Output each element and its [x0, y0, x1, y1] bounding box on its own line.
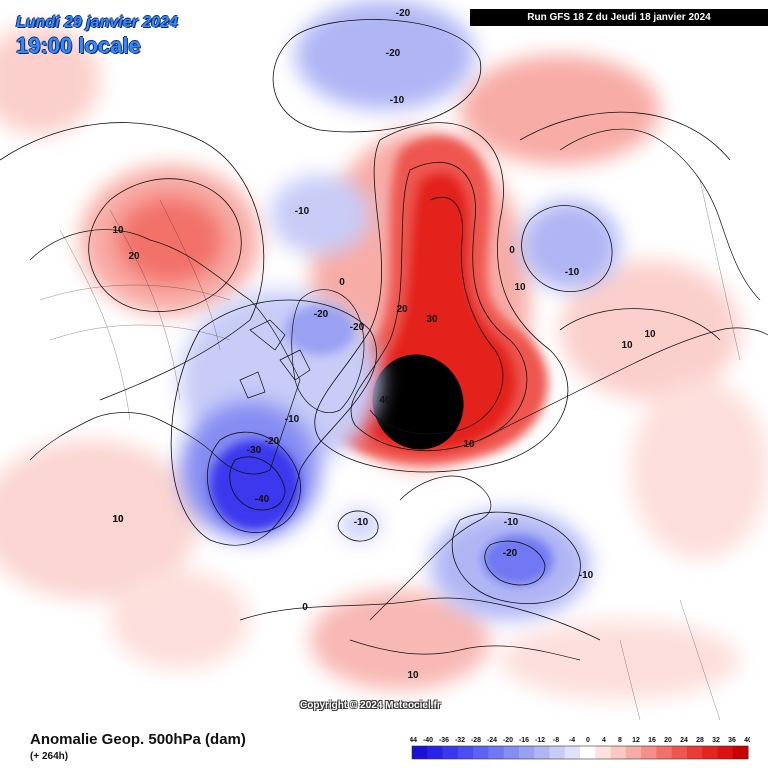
legend-swatch [457, 746, 474, 759]
greenland-coast [291, 289, 365, 413]
contour-label: -40 [255, 494, 270, 505]
legend-border [411, 745, 749, 760]
contour-label: 30 [426, 314, 438, 325]
africa-coast [349, 639, 581, 661]
contour-label: -10 [354, 517, 369, 528]
eurasia-coast [479, 327, 768, 441]
contour-label: 10 [644, 329, 656, 340]
lead-time: (+ 264h) [30, 751, 69, 762]
asia-east-coast [559, 128, 761, 301]
contour-label: -20 [350, 322, 365, 333]
product-title: Anomalie Geop. 500hPa (dam) [30, 731, 246, 748]
legend-swatch [412, 746, 428, 759]
legend-tick-label: 36 [728, 737, 736, 744]
legend-tick-label: -28 [471, 737, 481, 744]
contour-label: -20 [314, 309, 329, 320]
contour-label: -20 [503, 548, 518, 559]
contour-label: -10 [504, 517, 519, 528]
legend-tick-label: 20 [664, 737, 672, 744]
legend-swatch [564, 746, 581, 759]
contour-label: -20 [396, 8, 411, 19]
legend-swatch [625, 746, 642, 759]
contour-label: -30 [247, 445, 262, 456]
legend-swatch [702, 746, 718, 759]
contour-label: 40 [379, 395, 391, 406]
graticule [39, 179, 741, 721]
legend-swatch [442, 746, 459, 759]
legend-tick-label: -32 [455, 737, 465, 744]
legend-tick-label: -16 [519, 737, 529, 744]
legend-tick-label: -8 [553, 737, 559, 744]
legend-swatch [427, 746, 444, 759]
contour-label: -10 [390, 95, 405, 106]
strong-negative-core [210, 305, 553, 585]
coastlines [29, 128, 768, 661]
legend-tick-label: 24 [680, 737, 688, 744]
contour-label: 10 [407, 670, 419, 681]
legend-swatch [488, 746, 505, 759]
north-america-coast [29, 229, 301, 475]
legend-tick-label: -12 [535, 737, 545, 744]
contour-label: -10 [285, 414, 300, 425]
contour-label: 10 [463, 439, 475, 450]
legend-tick-label: 28 [696, 737, 704, 744]
contour-label: 20 [128, 251, 140, 262]
forecast-local-time: 19:00 locale [16, 33, 141, 58]
legend-tick-label: 12 [632, 737, 640, 744]
model-run-banner: Run GFS 18 Z du Jeudi 18 janvier 2024 [470, 9, 768, 26]
contour-label: -10 [295, 206, 310, 217]
legend-tick-label: 16 [648, 737, 656, 744]
legend-tick-label: -44 [410, 737, 417, 744]
legend-tick-label: -4 [569, 737, 575, 744]
legend-swatch [580, 746, 596, 759]
copyright-notice: Copyright © 2024 Meteociel.fr [300, 700, 441, 711]
forecast-date: Lundi 29 janvier 2024 [16, 14, 178, 31]
legend-swatch [549, 746, 566, 759]
legend-swatch [732, 746, 749, 759]
contour-label: 0 [339, 277, 345, 288]
legend-swatch [656, 746, 673, 759]
legend-swatch [518, 746, 535, 759]
contour-label: 0 [509, 245, 515, 256]
legend-tick-label: 32 [712, 737, 720, 744]
legend-tick-label: -40 [423, 737, 433, 744]
contour-label: 10 [112, 514, 124, 525]
legend-tick-label: 40 [744, 737, 750, 744]
legend-swatch [686, 746, 703, 759]
contour-label: -20 [386, 48, 401, 59]
europe-coast [369, 475, 492, 621]
legend-tick-label: -20 [503, 737, 513, 744]
legend-swatch [473, 746, 489, 759]
legend-swatch [641, 746, 657, 759]
legend-swatch [595, 746, 612, 759]
contour-label: 10 [514, 282, 526, 293]
legend-swatch [717, 746, 734, 759]
legend-tick-label: 8 [618, 737, 622, 744]
contour-label: -10 [565, 267, 580, 278]
color-scale-legend: -44-40-36-32-28-24-20-16-12-8-4048121620… [410, 737, 750, 760]
contour-lines [0, 19, 731, 641]
contour-label: 10 [621, 340, 633, 351]
legend-swatch [610, 746, 627, 759]
contour-label: 0 [302, 602, 308, 613]
legend-tick-label: 0 [586, 737, 590, 744]
contour-label: -20 [265, 436, 280, 447]
contour-label: 10 [112, 225, 124, 236]
legend-swatch [503, 746, 520, 759]
contour-label: -10 [579, 570, 594, 581]
legend-tick-label: -36 [439, 737, 449, 744]
legend-swatch [534, 746, 550, 759]
footer-bar [0, 720, 768, 768]
contour-label: 20 [396, 304, 408, 315]
canadian-islands [239, 319, 311, 399]
legend-tick-label: 4 [602, 737, 606, 744]
legend-tick-label: -24 [487, 737, 497, 744]
legend-swatch [671, 746, 688, 759]
contour-labels: -20 -20 -10 -10 10 -10 10 0 10 10 10 20 … [112, 8, 656, 681]
extreme-positive-anomaly [372, 354, 464, 450]
contour-label: 10 [112, 514, 124, 525]
